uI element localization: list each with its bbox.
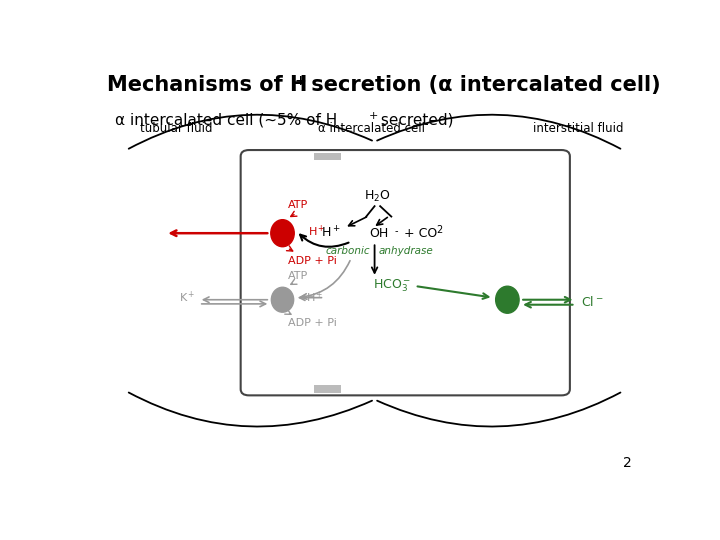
Text: HCO$_3^-$: HCO$_3^-$ <box>373 278 411 294</box>
Text: ATP: ATP <box>288 200 308 210</box>
Text: -: - <box>395 226 398 236</box>
Text: α intercalated cell: α intercalated cell <box>318 123 426 136</box>
Ellipse shape <box>271 287 294 312</box>
Ellipse shape <box>495 286 519 313</box>
Text: Cl$^-$: Cl$^-$ <box>581 295 603 309</box>
Text: 2: 2 <box>623 456 631 470</box>
Text: H$^+$: H$^+$ <box>322 226 341 241</box>
Text: α intercalated cell (~5% of H: α intercalated cell (~5% of H <box>115 113 338 127</box>
FancyBboxPatch shape <box>240 150 570 395</box>
Text: ATP: ATP <box>288 271 308 281</box>
Text: H$_2$O: H$_2$O <box>364 189 391 204</box>
Text: OH: OH <box>369 227 388 240</box>
Text: secretion (α intercalated cell): secretion (α intercalated cell) <box>304 75 660 95</box>
Text: H$^+$: H$^+$ <box>307 224 325 239</box>
Text: carbonic: carbonic <box>325 246 370 255</box>
Text: Mechanisms of H: Mechanisms of H <box>107 75 307 95</box>
Text: 2: 2 <box>436 225 442 235</box>
Bar <box>314 386 341 393</box>
Text: H$^+$: H$^+$ <box>306 290 323 305</box>
Bar <box>314 152 341 160</box>
Text: + CO: + CO <box>400 227 437 240</box>
Text: ADP + Pi: ADP + Pi <box>288 319 337 328</box>
Text: tubular fluid: tubular fluid <box>140 123 212 136</box>
Text: ADP + Pi: ADP + Pi <box>288 256 337 266</box>
Text: +: + <box>369 111 378 122</box>
Text: interstitial fluid: interstitial fluid <box>533 123 624 136</box>
Text: K$^+$: K$^+$ <box>179 290 196 305</box>
Text: +: + <box>294 74 306 88</box>
Text: anhydrase: anhydrase <box>379 246 433 255</box>
Text: secreted): secreted) <box>377 113 454 127</box>
Ellipse shape <box>271 220 294 247</box>
